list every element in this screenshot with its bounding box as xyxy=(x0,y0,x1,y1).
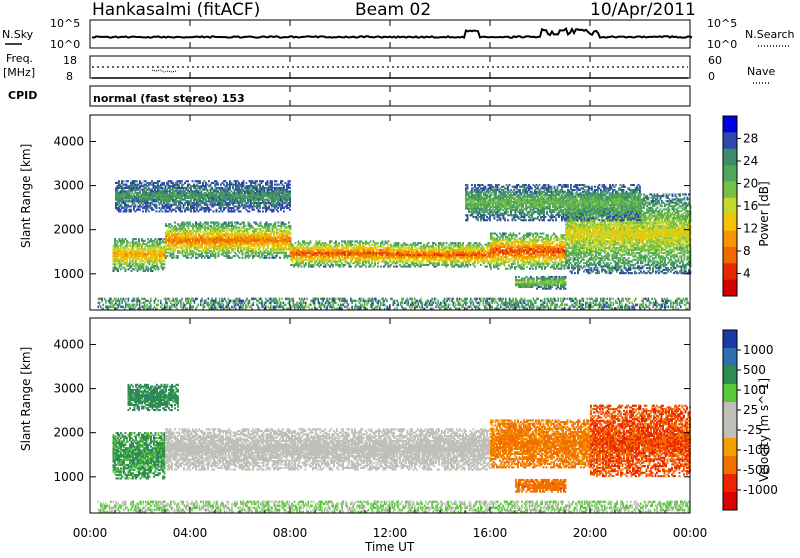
colorbar-tick-label: 4 xyxy=(743,267,751,281)
power-scatter-band-8 xyxy=(515,276,566,290)
range-tick-label: 1000 xyxy=(53,470,84,484)
colorbar-tick-label: -1000 xyxy=(743,483,778,497)
vel-near-range-speckle xyxy=(98,501,691,513)
time-tick-label: 00:00 xyxy=(673,526,708,540)
range-tick-label: 1000 xyxy=(53,267,84,281)
colorbar-tick-label: 28 xyxy=(743,132,758,146)
nave-tick-bottom: 0 xyxy=(708,70,715,83)
freq-panel: Freq. [MHz] 18 8 60 0 Nave xyxy=(3,52,775,83)
velocity-range-axis-label: Slant Range [km] xyxy=(19,347,33,451)
vel-scatter-band-5 xyxy=(128,384,179,411)
time-tick-label: 20:00 xyxy=(573,526,608,540)
power-colorbar-label: Power [dB] xyxy=(757,181,771,246)
noise-panel: N.Sky 10^5 10^0 10^5 10^0 N.Search xyxy=(2,17,795,51)
time-tick-label: 12:00 xyxy=(373,526,408,540)
freq-unit-label: [MHz] xyxy=(3,66,35,79)
colorbar-tick-label: 25 xyxy=(743,403,758,417)
radar-title: Hankasalmi (fitACF) xyxy=(92,0,260,20)
power-scatter-band-7 xyxy=(465,184,641,221)
freq-tick-top: 18 xyxy=(63,54,77,67)
vel-scatter-band-4 xyxy=(515,479,566,493)
time-tick-label: 16:00 xyxy=(473,526,508,540)
power-colorbar: 28 24 20 16 12 8 4 xyxy=(723,116,758,297)
noise-left-tick-bottom: 10^0 xyxy=(50,38,80,51)
power-near-range-speckle xyxy=(98,298,691,311)
freq-tick-bottom: 8 xyxy=(66,70,73,83)
vel-scatter-band-0 xyxy=(113,432,166,479)
date-title: 10/Apr/2011 xyxy=(590,0,696,20)
freq-label: Freq. xyxy=(6,52,33,65)
power-panel xyxy=(90,115,691,310)
range-tick-label: 2000 xyxy=(53,426,84,440)
power-scatter-band-3 xyxy=(390,242,491,267)
nave-label: Nave xyxy=(747,65,775,78)
colorbar-tick-label: 16 xyxy=(743,199,758,213)
vel-scatter-band-2 xyxy=(490,419,591,468)
vel-scatter-band-3 xyxy=(590,405,691,477)
freq-excursion xyxy=(152,70,176,72)
colorbar-tick-label: 20 xyxy=(743,177,758,191)
power-scatter-band-2 xyxy=(290,240,391,267)
time-tick-label: 04:00 xyxy=(173,526,208,540)
range-tick-label: 2000 xyxy=(53,223,84,237)
range-tick-label: 3000 xyxy=(53,179,84,193)
power-range-axis-label: Slant Range [km] xyxy=(19,144,33,248)
power-scatter-band-4 xyxy=(490,233,567,270)
time-axis-label: Time UT xyxy=(364,540,415,554)
colorbar-tick-label: 24 xyxy=(743,154,758,168)
range-tick-label: 4000 xyxy=(53,337,84,351)
time-tick-label: 08:00 xyxy=(273,526,308,540)
noise-right-tick-bottom: 10^0 xyxy=(707,38,737,51)
beam-title: Beam 02 xyxy=(355,0,431,20)
range-tick-label: 4000 xyxy=(53,134,84,148)
time-tick-label: 00:00 xyxy=(73,526,108,540)
range-tick-label: 3000 xyxy=(53,382,84,396)
cpid-label: CPID xyxy=(8,89,37,102)
colorbar-tick-label: 500 xyxy=(743,363,766,377)
power-scatter-band-1 xyxy=(165,222,291,259)
noise-sky-trace xyxy=(92,29,692,38)
noise-left-tick-top: 10^5 xyxy=(50,17,80,30)
vel-scatter-band-1 xyxy=(165,428,491,470)
cpid-text: normal (fast stereo) 153 xyxy=(93,92,245,105)
colorbar-tick-label: 8 xyxy=(743,244,751,258)
velocity-panel xyxy=(90,318,691,513)
colorbar-tick-label: 1000 xyxy=(743,343,774,357)
power-scatter-band-0 xyxy=(113,238,166,272)
noise-sky-label: N.Sky xyxy=(2,28,34,41)
power-scatter-band-6 xyxy=(115,180,291,212)
noise-search-label: N.Search xyxy=(745,28,795,41)
colorbar-tick-label: 12 xyxy=(743,222,758,236)
velocity-colorbar-label: Velocity [m s^-1] xyxy=(757,378,771,482)
noise-right-tick-top: 10^5 xyxy=(707,17,737,30)
cpid-panel: CPID normal (fast stereo) 153 xyxy=(8,86,690,106)
nave-tick-top: 60 xyxy=(708,54,722,67)
